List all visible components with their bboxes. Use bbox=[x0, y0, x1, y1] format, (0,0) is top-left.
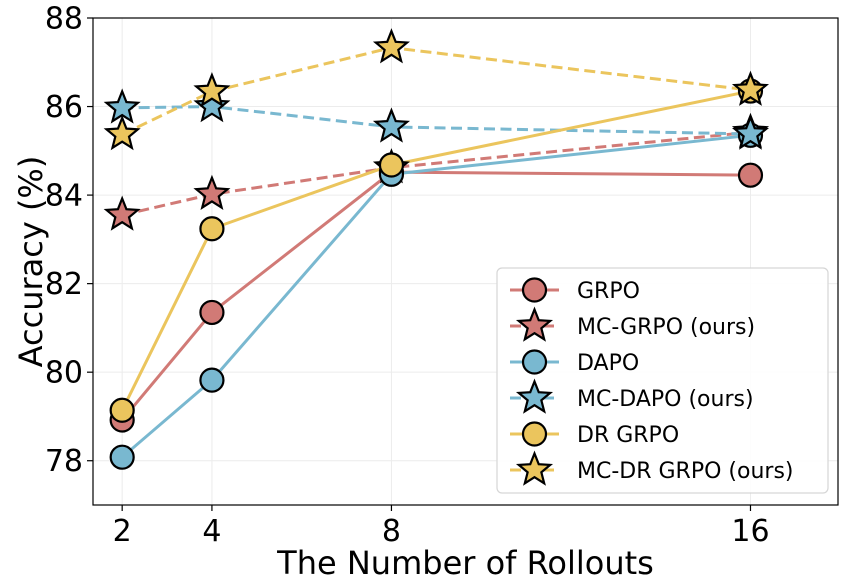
x-tick-label: 4 bbox=[202, 514, 221, 549]
y-tick-label: 78 bbox=[45, 444, 83, 479]
legend-marker-dr-grpo bbox=[521, 421, 548, 447]
legend-label-dr-grpo: DR GRPO bbox=[577, 423, 679, 448]
data-point-mc-dr-grpo-ours-star bbox=[193, 72, 231, 108]
series-line-mc-grpo-ours bbox=[121, 130, 751, 217]
data-point-mc-dapo-ours-star bbox=[372, 107, 410, 143]
series-line-grpo bbox=[121, 170, 751, 421]
legend-item-dapo: DAPO bbox=[510, 349, 639, 376]
data-point-grpo-circle bbox=[199, 299, 225, 326]
series-lines bbox=[120, 46, 751, 459]
data-point-mc-grpo-ours-star bbox=[103, 195, 141, 231]
series-line-dr-grpo bbox=[120, 89, 751, 411]
legend: GRPO MC-GRPO (ours) DAPO MC-DAPO (ours) DR G… bbox=[496, 267, 829, 494]
series-line-dapo bbox=[121, 133, 751, 459]
legend-box bbox=[496, 267, 829, 494]
data-point-mc-dr-grpo-ours-star bbox=[103, 114, 141, 151]
data-point-dapo-circle bbox=[109, 444, 135, 470]
legend-marker-mc-dapo-ours bbox=[515, 378, 554, 414]
y-tick-label: 88 bbox=[45, 2, 83, 37]
axis-ticks: 78 80 82 84 86 88 2 4 8 16 bbox=[45, 2, 770, 550]
data-point-dr-grpo-circle bbox=[199, 216, 225, 242]
y-tick-label: 84 bbox=[45, 179, 83, 214]
y-tick-label: 86 bbox=[45, 90, 83, 125]
legend-marker-grpo bbox=[521, 277, 548, 303]
series-line-mc-dapo-ours bbox=[122, 105, 751, 136]
x-tick-label: 16 bbox=[731, 514, 769, 549]
y-axis-label: Accuracy (%) bbox=[12, 156, 50, 368]
data-point-mc-dapo-ours-star bbox=[731, 114, 770, 150]
legend-item-dr-grpo: DR GRPO bbox=[510, 421, 679, 448]
legend-label-mc-grpo-ours: MC-GRPO (ours) bbox=[577, 315, 755, 340]
data-point-mc-dr-grpo-ours-star bbox=[372, 28, 410, 64]
legend-label-mc-dapo-ours: MC-DAPO (ours) bbox=[577, 387, 754, 412]
plot-frame bbox=[92, 17, 839, 506]
y-tick-label: 82 bbox=[45, 267, 83, 302]
data-point-dapo-circle bbox=[199, 367, 225, 393]
data-point-dr-grpo-circle bbox=[109, 397, 135, 423]
data-point-grpo-circle bbox=[737, 162, 764, 188]
legend-label-grpo: GRPO bbox=[577, 279, 640, 304]
legend-item-mc-grpo-ours: MC-GRPO (ours) bbox=[510, 306, 755, 342]
legend-marker-mc-grpo-ours bbox=[515, 306, 554, 342]
legend-label-dapo: DAPO bbox=[577, 351, 639, 376]
series-markers bbox=[103, 28, 770, 470]
y-tick-label: 80 bbox=[45, 356, 83, 391]
legend-item-mc-dr-grpo-ours: MC-DR GRPO (ours) bbox=[510, 450, 794, 486]
legend-item-grpo: GRPO bbox=[510, 277, 640, 304]
x-tick-label: 2 bbox=[113, 514, 132, 549]
x-axis-label: The Number of Rollouts bbox=[276, 544, 654, 582]
data-point-dr-grpo-circle bbox=[378, 152, 405, 178]
data-point-mc-dr-grpo-ours-star bbox=[731, 70, 770, 106]
legend-label-mc-dr-grpo-ours: MC-DR GRPO (ours) bbox=[577, 459, 794, 484]
legend-marker-dapo bbox=[521, 349, 548, 375]
legend-item-mc-dapo-ours: MC-DAPO (ours) bbox=[510, 378, 754, 414]
data-point-mc-grpo-ours-star bbox=[193, 174, 231, 210]
legend-marker-mc-dr-grpo-ours bbox=[515, 450, 554, 486]
series-line-mc-dr-grpo-ours bbox=[121, 46, 751, 136]
x-tick-label: 8 bbox=[382, 514, 401, 549]
data-point-mc-dapo-ours-star bbox=[193, 87, 231, 123]
series-layer bbox=[103, 28, 770, 470]
